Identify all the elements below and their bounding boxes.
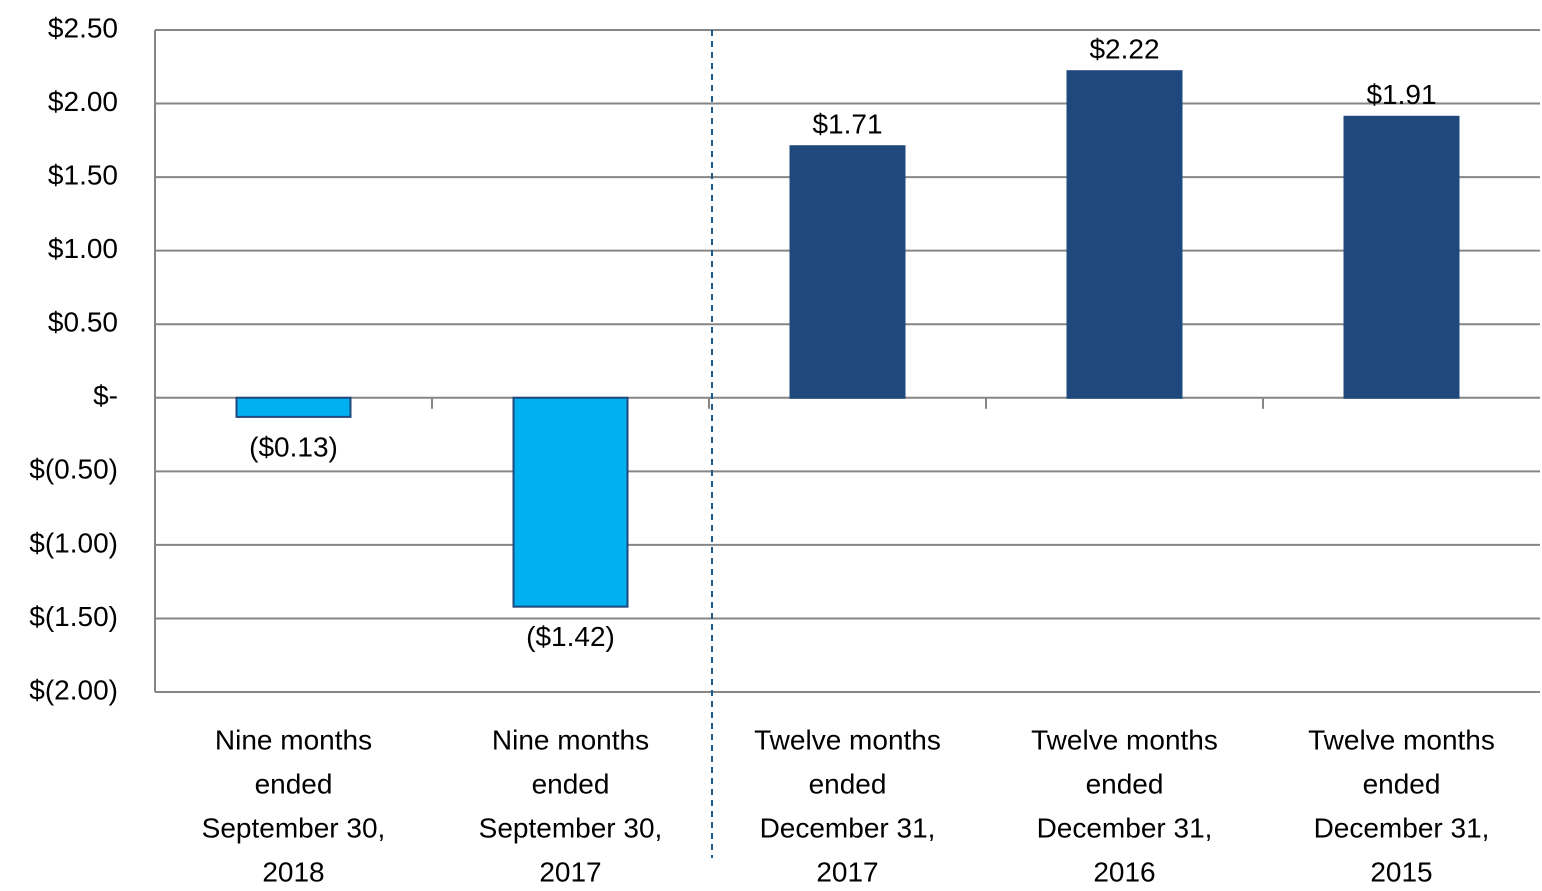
value-label: $1.91: [1366, 79, 1436, 110]
bar: [789, 145, 906, 399]
x-tick-label: 2017: [816, 856, 878, 887]
bar: [1343, 115, 1460, 399]
x-tick-label: Twelve months: [1031, 724, 1218, 755]
x-tick-label: Nine months: [492, 724, 649, 755]
bar: [1066, 70, 1183, 399]
x-tick-label: ended: [809, 768, 887, 799]
x-tick-label: December 31,: [760, 812, 936, 843]
value-label: ($1.42): [526, 621, 615, 652]
value-label: ($0.13): [249, 431, 338, 462]
y-tick-label: $(1.50): [29, 601, 118, 632]
x-tick-label: Twelve months: [754, 724, 941, 755]
y-tick-label: $1.50: [48, 160, 118, 191]
x-tick-label: 2017: [539, 856, 601, 887]
y-tick-label: $(1.00): [29, 527, 118, 558]
x-tick-label: ended: [1363, 768, 1441, 799]
x-tick-label: 2018: [262, 856, 324, 887]
y-tick-label: $(2.00): [29, 674, 118, 705]
x-tick-label: Twelve months: [1308, 724, 1495, 755]
x-tick-label: ended: [255, 768, 333, 799]
value-label: $1.71: [812, 109, 882, 140]
y-tick-label: $2.00: [48, 86, 118, 117]
x-tick-label: December 31,: [1037, 812, 1213, 843]
x-tick-label: 2015: [1370, 856, 1432, 887]
y-tick-label: $1.00: [48, 233, 118, 264]
x-tick-label: December 31,: [1314, 812, 1490, 843]
bar: [512, 396, 629, 608]
x-tick-label: September 30,: [202, 812, 386, 843]
y-tick-label: $2.50: [48, 12, 118, 43]
bar: [235, 396, 352, 418]
y-tick-label: $0.50: [48, 307, 118, 338]
y-tick-label: $(0.50): [29, 454, 118, 485]
x-tick-label: ended: [532, 768, 610, 799]
x-tick-label: Nine months: [215, 724, 372, 755]
value-label: $2.22: [1089, 34, 1159, 65]
x-tick-label: September 30,: [479, 812, 663, 843]
x-tick-label: ended: [1086, 768, 1164, 799]
x-tick-label: 2016: [1093, 856, 1155, 887]
y-tick-label: $-: [93, 380, 118, 411]
